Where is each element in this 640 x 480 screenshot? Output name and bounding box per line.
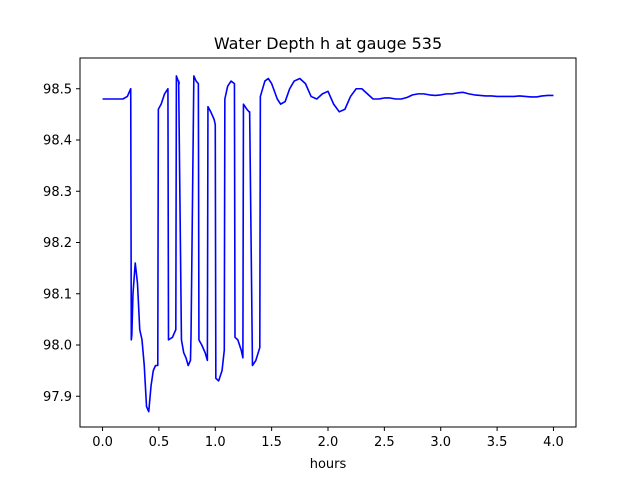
series-line-0: [102, 75, 554, 413]
x-tick-label: 0.5: [149, 435, 170, 450]
x-tick-label: 2.5: [374, 435, 395, 450]
x-tick-label: 2.0: [318, 435, 339, 450]
y-tick-label: 98.1: [43, 287, 72, 302]
plot-area: [102, 75, 554, 413]
y-tick-label: 98.3: [43, 185, 72, 200]
y-tick-label: 97.9: [43, 390, 72, 405]
y-tick-label: 98.0: [43, 339, 72, 354]
x-tick-label: 1.5: [261, 435, 282, 450]
x-tick-label: 3.5: [487, 435, 508, 450]
x-axis: 0.0 0.5 1.0 1.5 2.0 2.5 3.0 3.5 4.0: [92, 427, 564, 450]
x-axis-label: hours: [310, 457, 347, 472]
x-tick-label: 1.0: [205, 435, 226, 450]
chart-title: Water Depth h at gauge 535: [214, 34, 442, 53]
y-axis: 97.9 98.0 98.1 98.2 98.3 98.4 98.5: [43, 82, 80, 405]
series-layer: [102, 75, 554, 413]
x-tick-label: 0.0: [92, 435, 113, 450]
y-tick-label: 98.5: [43, 82, 72, 97]
y-tick-label: 98.4: [43, 134, 72, 149]
y-tick-label: 98.2: [43, 236, 72, 251]
x-tick-label: 3.0: [430, 435, 451, 450]
x-tick-label: 4.0: [543, 435, 564, 450]
